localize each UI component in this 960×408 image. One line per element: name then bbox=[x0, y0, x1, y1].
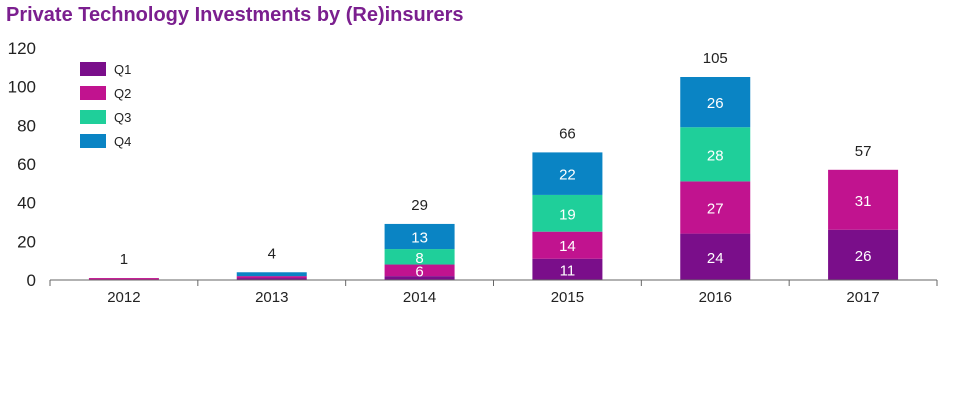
segment-label: 8 bbox=[415, 250, 423, 267]
segment-label: 11 bbox=[560, 262, 576, 279]
total-label-2013: 4 bbox=[268, 245, 276, 262]
bar-segment-q1-2015 bbox=[532, 258, 603, 280]
y-tick-label: 20 bbox=[17, 232, 36, 251]
legend: Q1 Q2 Q3 Q4 bbox=[80, 62, 131, 149]
segment-label: 26 bbox=[855, 248, 872, 265]
bar-segment-q3-2014 bbox=[384, 249, 455, 265]
bar-segment-q4-2014 bbox=[384, 223, 455, 250]
bar-segment-q2-2017 bbox=[828, 169, 899, 230]
x-axis: 2012 2013 2014 2015 2016 2017 bbox=[49, 279, 938, 306]
y-tick-label: 80 bbox=[17, 116, 36, 135]
total-label-2017: 57 bbox=[855, 143, 872, 160]
x-tick-label: 2017 bbox=[846, 289, 879, 306]
bar-segment-q4-2016 bbox=[680, 77, 751, 128]
segment-label: 14 bbox=[559, 238, 576, 255]
segment-label: 28 bbox=[707, 147, 724, 164]
bar-segment-q3-2016 bbox=[680, 127, 751, 182]
bar-segment-q3-2015 bbox=[532, 194, 603, 232]
y-tick-label: 0 bbox=[27, 271, 36, 290]
segment-label: 13 bbox=[411, 230, 428, 247]
total-label-2016: 105 bbox=[703, 50, 728, 67]
legend-swatch-q1 bbox=[80, 62, 106, 76]
segment-label: 6 bbox=[415, 263, 423, 280]
legend-label-q1: Q1 bbox=[114, 62, 131, 77]
x-tick-label: 2015 bbox=[551, 289, 584, 306]
bar-segment-q2-2015 bbox=[532, 231, 603, 259]
segment-label: 26 bbox=[707, 95, 724, 112]
segment-label: 22 bbox=[559, 167, 576, 184]
bar-segment-q4-2015 bbox=[532, 152, 603, 195]
bar-segment-q2-2016 bbox=[680, 181, 751, 234]
bar-segment-q4-2013 bbox=[236, 272, 307, 277]
x-tick-label: 2013 bbox=[255, 289, 288, 306]
total-label-2014: 29 bbox=[411, 197, 428, 214]
y-axis: 0 20 40 60 80 100 120 bbox=[8, 39, 36, 290]
segment-label: 24 bbox=[707, 250, 724, 267]
legend-label-q2: Q2 bbox=[114, 86, 131, 101]
chart-title: Private Technology Investments by (Re)in… bbox=[6, 4, 464, 26]
bar-segment-q2-2014 bbox=[384, 264, 455, 277]
segment-label: 31 bbox=[855, 193, 872, 210]
bar-segment-q2-2012 bbox=[88, 278, 159, 280]
bar-segment-q1-2014 bbox=[384, 276, 455, 280]
x-tick-label: 2016 bbox=[699, 289, 732, 306]
legend-swatch-q2 bbox=[80, 86, 106, 100]
legend-swatch-q4 bbox=[80, 134, 106, 148]
segment-label: 19 bbox=[559, 206, 576, 223]
y-tick-label: 60 bbox=[17, 155, 36, 174]
x-tick-label: 2012 bbox=[107, 289, 140, 306]
legend-label-q3: Q3 bbox=[114, 110, 131, 125]
bar-segment-q1-2017 bbox=[828, 229, 899, 280]
bar-segment-q2-2013 bbox=[236, 276, 307, 279]
total-label-2015: 66 bbox=[559, 125, 576, 142]
bar-segment-q1-2013 bbox=[236, 278, 307, 280]
y-tick-label: 40 bbox=[17, 194, 36, 213]
total-label-2012: 1 bbox=[120, 251, 128, 268]
y-tick-label: 100 bbox=[8, 78, 36, 97]
segment-label: 27 bbox=[707, 201, 724, 218]
bar-segment-q1-2016 bbox=[680, 233, 751, 280]
legend-swatch-q3 bbox=[80, 110, 106, 124]
legend-label-q4: Q4 bbox=[114, 134, 131, 149]
y-tick-label: 120 bbox=[8, 39, 36, 58]
x-tick-label: 2014 bbox=[403, 289, 436, 306]
